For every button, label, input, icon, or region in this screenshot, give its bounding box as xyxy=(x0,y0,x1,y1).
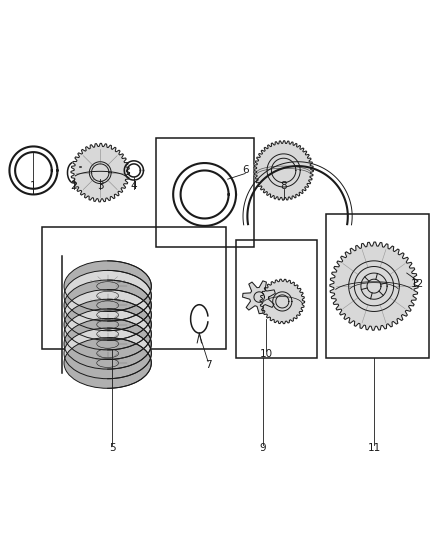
Bar xyxy=(326,214,428,358)
Ellipse shape xyxy=(64,299,151,350)
Polygon shape xyxy=(254,141,313,200)
Text: 9: 9 xyxy=(259,443,266,453)
Text: 8: 8 xyxy=(280,181,287,191)
Bar xyxy=(155,138,254,247)
Bar xyxy=(42,227,226,350)
Text: 7: 7 xyxy=(205,360,212,370)
Polygon shape xyxy=(243,281,276,313)
Polygon shape xyxy=(260,279,304,324)
Ellipse shape xyxy=(64,289,151,340)
Bar xyxy=(237,240,317,358)
Text: 3: 3 xyxy=(97,181,103,191)
Ellipse shape xyxy=(64,318,151,369)
Polygon shape xyxy=(71,143,130,202)
Text: 5: 5 xyxy=(109,443,115,453)
Polygon shape xyxy=(354,266,394,306)
Text: 12: 12 xyxy=(411,279,424,289)
Ellipse shape xyxy=(64,261,151,311)
Ellipse shape xyxy=(64,338,151,389)
Ellipse shape xyxy=(64,280,151,330)
Text: 1: 1 xyxy=(30,181,37,191)
Text: 10: 10 xyxy=(260,349,273,359)
Text: 4: 4 xyxy=(131,181,137,191)
Ellipse shape xyxy=(64,328,151,379)
Text: 6: 6 xyxy=(242,165,248,175)
Polygon shape xyxy=(330,242,418,330)
Text: 11: 11 xyxy=(367,443,381,453)
Ellipse shape xyxy=(64,270,151,321)
Ellipse shape xyxy=(64,309,151,359)
Text: 2: 2 xyxy=(71,181,78,191)
